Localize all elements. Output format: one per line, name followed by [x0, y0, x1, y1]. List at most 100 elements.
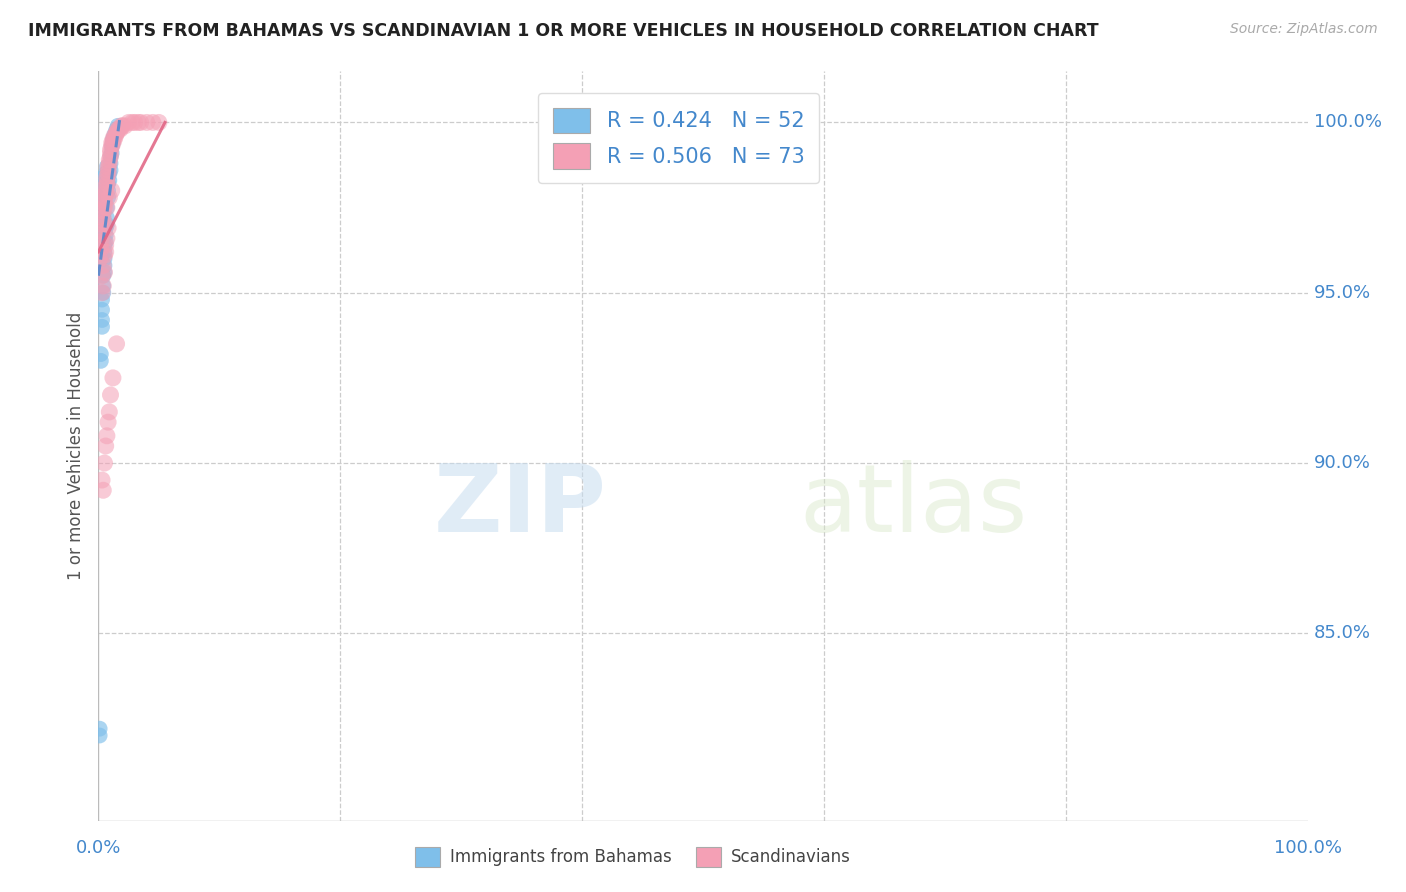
Point: [91, 227, 114, 242]
Text: 85.0%: 85.0%: [1313, 624, 1371, 642]
Point: [98, 190, 121, 204]
Text: ZIP: ZIP: [433, 460, 606, 552]
Point: [93, 265, 115, 279]
Point: [100, 163, 122, 178]
Point: [97, 167, 120, 181]
Point: [98, 405, 121, 419]
Point: [111, 119, 134, 133]
Point: [98, 167, 121, 181]
Point: [100, 184, 122, 198]
Point: [94, 167, 117, 181]
Point: [91, 224, 114, 238]
Point: [124, 115, 146, 129]
Point: [96, 429, 118, 443]
Point: [107, 122, 129, 136]
Point: [100, 143, 122, 157]
Point: [90, 347, 112, 361]
Point: [96, 231, 118, 245]
Point: [101, 136, 124, 150]
Point: [105, 122, 128, 136]
Point: [97, 160, 120, 174]
Point: [98, 173, 121, 187]
Point: [91, 190, 114, 204]
Point: [96, 218, 118, 232]
Point: [96, 201, 118, 215]
Point: [94, 235, 117, 249]
Point: [93, 169, 115, 184]
Point: [91, 218, 114, 232]
Point: [91, 483, 114, 498]
Point: [91, 268, 114, 283]
Point: [105, 126, 128, 140]
Point: [93, 259, 115, 273]
Point: [101, 371, 124, 385]
Point: [91, 285, 114, 300]
Text: atlas: atlas: [800, 460, 1028, 552]
Point: [100, 149, 122, 163]
Point: [114, 119, 136, 133]
Legend: R = 0.424   N = 52, R = 0.506   N = 73: R = 0.424 N = 52, R = 0.506 N = 73: [538, 93, 820, 184]
Point: [90, 242, 112, 256]
Point: [101, 132, 124, 146]
Point: [90, 201, 112, 215]
Point: [97, 221, 120, 235]
Point: [91, 302, 114, 317]
Point: [93, 456, 115, 470]
Point: [89, 722, 111, 736]
Point: [91, 184, 114, 198]
Point: [97, 415, 120, 429]
Point: [89, 729, 111, 743]
Point: [96, 201, 118, 215]
Point: [90, 235, 112, 249]
Point: [108, 122, 131, 136]
Point: [91, 259, 114, 273]
Point: [110, 119, 132, 133]
Point: [90, 354, 112, 368]
Point: [91, 207, 114, 221]
Point: [100, 156, 122, 170]
Point: [108, 122, 131, 136]
Point: [93, 265, 115, 279]
Point: [91, 214, 114, 228]
Point: [105, 336, 128, 351]
Point: [91, 313, 114, 327]
Point: [94, 184, 117, 198]
Point: [101, 136, 124, 150]
Point: [103, 129, 125, 144]
Point: [91, 279, 114, 293]
Point: [107, 119, 129, 133]
Point: [97, 163, 120, 178]
Point: [93, 194, 115, 208]
Point: [96, 160, 118, 174]
Point: [100, 388, 122, 402]
Point: [93, 177, 115, 191]
Point: [135, 115, 157, 129]
Point: [91, 211, 114, 225]
Point: [129, 115, 152, 129]
Point: [94, 186, 117, 201]
Point: [142, 115, 165, 129]
Point: [148, 115, 170, 129]
Point: [91, 218, 114, 232]
Point: [100, 146, 122, 161]
Point: [97, 177, 120, 191]
Point: [104, 126, 127, 140]
Text: IMMIGRANTS FROM BAHAMAS VS SCANDINAVIAN 1 OR MORE VEHICLES IN HOUSEHOLD CORRELAT: IMMIGRANTS FROM BAHAMAS VS SCANDINAVIAN …: [28, 22, 1098, 40]
Point: [96, 169, 118, 184]
Point: [93, 197, 115, 211]
Point: [91, 204, 114, 219]
Point: [100, 139, 122, 153]
Point: [97, 184, 120, 198]
Text: 95.0%: 95.0%: [1313, 284, 1371, 301]
Point: [96, 211, 118, 225]
Point: [94, 244, 117, 259]
Point: [93, 244, 115, 259]
Point: [103, 132, 125, 146]
Point: [100, 136, 122, 150]
Text: Immigrants from Bahamas: Immigrants from Bahamas: [450, 848, 672, 866]
Point: [91, 224, 114, 238]
Point: [94, 439, 117, 453]
Text: 90.0%: 90.0%: [1313, 454, 1371, 472]
Point: [101, 132, 124, 146]
Point: [91, 285, 114, 300]
